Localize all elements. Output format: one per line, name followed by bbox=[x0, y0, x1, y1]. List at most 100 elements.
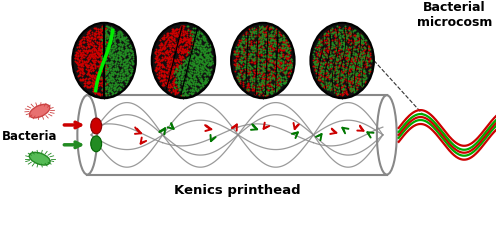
Point bbox=[202, 39, 210, 43]
Point bbox=[200, 57, 207, 61]
Point bbox=[167, 65, 175, 69]
Point bbox=[337, 73, 345, 77]
Point bbox=[110, 83, 118, 87]
Point bbox=[194, 61, 202, 64]
Point bbox=[258, 62, 266, 66]
Point bbox=[104, 54, 112, 58]
Point bbox=[240, 52, 248, 56]
Point bbox=[72, 60, 80, 64]
Point bbox=[184, 24, 192, 28]
Point bbox=[248, 77, 256, 81]
Ellipse shape bbox=[30, 152, 50, 165]
Point bbox=[175, 33, 183, 37]
Point bbox=[178, 88, 186, 92]
Point bbox=[94, 47, 102, 51]
Point bbox=[110, 43, 118, 47]
Point bbox=[118, 68, 126, 72]
Point bbox=[98, 50, 106, 53]
Point bbox=[264, 40, 272, 43]
Point bbox=[202, 66, 210, 70]
Point bbox=[321, 71, 329, 75]
Point bbox=[352, 71, 360, 75]
Point bbox=[116, 77, 124, 80]
Point bbox=[158, 42, 166, 46]
Point bbox=[186, 36, 194, 40]
Point bbox=[74, 51, 82, 54]
Point bbox=[112, 36, 120, 40]
Point bbox=[274, 42, 281, 45]
Point bbox=[270, 78, 278, 81]
Point bbox=[346, 86, 354, 90]
Point bbox=[180, 48, 188, 52]
Point bbox=[124, 57, 132, 61]
Point bbox=[188, 71, 196, 75]
Point bbox=[176, 79, 184, 83]
Point bbox=[312, 63, 320, 67]
Point bbox=[90, 51, 98, 54]
Point bbox=[330, 67, 338, 70]
Point bbox=[342, 80, 350, 84]
Point bbox=[359, 77, 367, 81]
Point bbox=[99, 84, 107, 88]
Point bbox=[182, 92, 190, 95]
Point bbox=[327, 61, 335, 65]
Point bbox=[102, 82, 110, 86]
Point bbox=[82, 60, 90, 64]
Point bbox=[260, 36, 268, 40]
Point bbox=[320, 38, 328, 42]
Point bbox=[310, 52, 318, 55]
Point bbox=[84, 49, 92, 53]
Point bbox=[192, 82, 200, 86]
Point bbox=[259, 69, 267, 73]
Point bbox=[175, 79, 183, 83]
Point bbox=[240, 74, 248, 78]
Point bbox=[88, 43, 96, 47]
Point bbox=[260, 69, 268, 73]
Point bbox=[278, 42, 286, 45]
Point bbox=[366, 67, 374, 71]
Point bbox=[179, 58, 187, 62]
Point bbox=[108, 79, 116, 83]
Point bbox=[353, 76, 361, 80]
Point bbox=[274, 84, 282, 88]
Point bbox=[100, 74, 108, 78]
Point bbox=[198, 32, 206, 36]
Point bbox=[106, 93, 114, 97]
Point bbox=[195, 36, 203, 40]
Point bbox=[102, 91, 110, 95]
Point bbox=[256, 39, 264, 43]
Point bbox=[90, 62, 98, 66]
Point bbox=[345, 53, 353, 57]
Point bbox=[96, 61, 104, 65]
Point bbox=[180, 42, 188, 46]
Point bbox=[256, 35, 264, 39]
Point bbox=[284, 46, 292, 50]
Point bbox=[90, 48, 98, 52]
Point bbox=[266, 52, 274, 56]
Point bbox=[268, 91, 276, 95]
Point bbox=[350, 47, 358, 51]
Point bbox=[100, 67, 108, 71]
Point bbox=[111, 41, 119, 44]
Point bbox=[198, 60, 205, 64]
Point bbox=[181, 91, 189, 95]
Point bbox=[100, 69, 108, 73]
Point bbox=[348, 81, 356, 85]
Point bbox=[354, 65, 362, 69]
Point bbox=[321, 82, 329, 86]
Point bbox=[72, 57, 80, 61]
Point bbox=[98, 24, 106, 28]
Point bbox=[115, 77, 123, 81]
Point bbox=[109, 48, 117, 52]
Point bbox=[196, 70, 203, 74]
Point bbox=[272, 47, 280, 51]
Point bbox=[114, 30, 122, 34]
Point bbox=[231, 49, 239, 53]
Point bbox=[270, 74, 278, 78]
Point bbox=[106, 65, 114, 69]
Point bbox=[265, 67, 273, 71]
Point bbox=[346, 83, 354, 87]
Point bbox=[107, 41, 115, 44]
Point bbox=[98, 54, 106, 58]
Point bbox=[117, 79, 125, 83]
